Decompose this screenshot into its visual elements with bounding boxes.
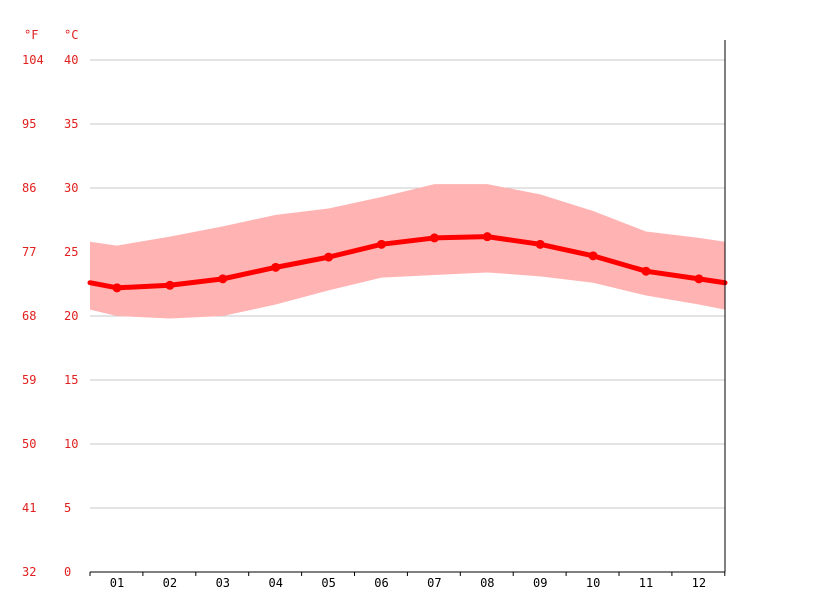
x-tick-label: 05 bbox=[321, 576, 335, 590]
x-tick-label: 06 bbox=[374, 576, 388, 590]
mean-point bbox=[429, 233, 439, 243]
axis-labels: °F °C 32 0 41 5 50 10 59 15 68 20 77 25 86 30 95 35 104 4… bbox=[22, 28, 706, 590]
y-tick-celsius: 15 bbox=[64, 373, 78, 387]
mean-point bbox=[588, 251, 598, 261]
mean-point bbox=[165, 280, 175, 290]
x-tick-label: 02 bbox=[163, 576, 177, 590]
y-tick-celsius: 40 bbox=[64, 53, 78, 67]
y-tick-celsius: 35 bbox=[64, 117, 78, 131]
x-tick-label: 09 bbox=[533, 576, 547, 590]
mean-point bbox=[482, 232, 492, 242]
y-tick-fahrenheit: 77 bbox=[22, 245, 36, 259]
y-tick-celsius: 0 bbox=[64, 565, 71, 579]
y-tick-celsius: 10 bbox=[64, 437, 78, 451]
mean-point bbox=[377, 239, 386, 249]
mean-line bbox=[87, 234, 728, 291]
axes bbox=[89, 40, 726, 576]
y-tick-celsius: 5 bbox=[64, 501, 71, 515]
x-tick-label: 11 bbox=[639, 576, 653, 590]
x-tick-label: 03 bbox=[216, 576, 230, 590]
mean-point bbox=[218, 274, 228, 284]
x-tick-label: 04 bbox=[268, 576, 282, 590]
x-tick-label: 07 bbox=[427, 576, 441, 590]
y-tick-celsius: 25 bbox=[64, 245, 78, 259]
range-band bbox=[90, 184, 725, 319]
mean-point bbox=[535, 239, 545, 249]
x-tick-label: 08 bbox=[480, 576, 494, 590]
mean-point bbox=[271, 262, 281, 272]
y-tick-fahrenheit: 32 bbox=[22, 565, 36, 579]
y-tick-fahrenheit: 86 bbox=[22, 181, 36, 195]
mean-temperature-line bbox=[87, 234, 728, 291]
y-tick-fahrenheit: 59 bbox=[22, 373, 36, 387]
y-tick-fahrenheit: 104 bbox=[22, 53, 44, 67]
y-tick-celsius: 20 bbox=[64, 309, 78, 323]
mean-point bbox=[112, 283, 122, 293]
y-tick-fahrenheit: 68 bbox=[22, 309, 36, 323]
y-tick-celsius: 30 bbox=[64, 181, 78, 195]
temperature-range-band bbox=[90, 184, 725, 319]
mean-point bbox=[694, 274, 704, 284]
x-tick-label: 12 bbox=[692, 576, 706, 590]
mean-temperature-points bbox=[112, 232, 704, 293]
x-tick-label: 10 bbox=[586, 576, 600, 590]
y-tick-fahrenheit: 50 bbox=[22, 437, 36, 451]
mean-point bbox=[641, 266, 651, 276]
celsius-unit-label: °C bbox=[64, 28, 78, 42]
y-tick-fahrenheit: 41 bbox=[22, 501, 36, 515]
x-tick-label: 01 bbox=[110, 576, 124, 590]
y-tick-fahrenheit: 95 bbox=[22, 117, 36, 131]
mean-point bbox=[324, 252, 334, 262]
fahrenheit-unit-label: °F bbox=[24, 28, 38, 42]
